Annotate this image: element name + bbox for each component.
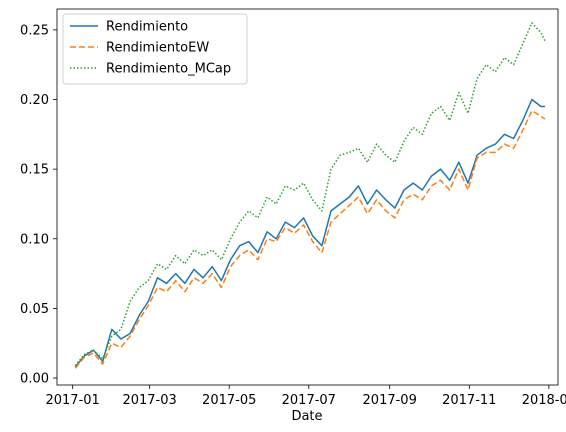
x-tick-label: 2017-01 xyxy=(45,393,99,408)
legend-label-3: Rendimiento_MCap xyxy=(106,62,231,77)
series-line-2 xyxy=(75,111,545,369)
legend-label-2: RendimientoEW xyxy=(106,41,209,56)
y-axis: 0.00 0.05 0.10 0.15 0.20 0.25 xyxy=(20,23,57,386)
y-tick-label: 0.25 xyxy=(20,23,49,38)
series-line-1 xyxy=(75,100,545,367)
x-axis: 2017-01 2017-03 2017-05 2017-07 2017-09 2017-… xyxy=(45,385,566,408)
x-tick-label: 2017-03 xyxy=(122,393,176,408)
x-tick-label: 2017-05 xyxy=(202,393,256,408)
x-tick-label: 2018-01 xyxy=(522,393,566,408)
y-tick-label: 0.10 xyxy=(20,232,49,247)
y-tick-label: 0.00 xyxy=(20,372,49,387)
y-tick-label: 0.15 xyxy=(20,163,49,178)
y-tick-label: 0.05 xyxy=(20,302,49,317)
x-axis-title: Date xyxy=(291,409,322,424)
legend: Rendimiento RendimientoEW Rendimiento_MCap xyxy=(63,14,247,84)
x-tick-label: 2017-09 xyxy=(363,393,417,408)
y-tick-label: 0.20 xyxy=(20,93,49,108)
x-tick-label: 2017-11 xyxy=(442,393,496,408)
x-tick-label: 2017-07 xyxy=(282,393,336,408)
legend-label-1: Rendimiento xyxy=(106,20,188,35)
